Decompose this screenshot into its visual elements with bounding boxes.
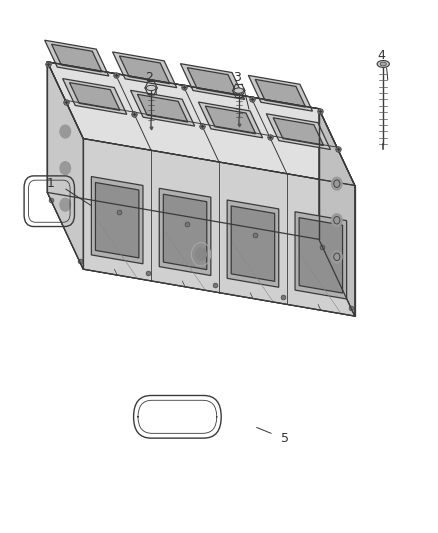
Polygon shape (319, 109, 355, 316)
Polygon shape (198, 102, 262, 138)
Ellipse shape (377, 60, 389, 68)
Polygon shape (266, 114, 330, 150)
Polygon shape (45, 40, 109, 76)
Text: 3: 3 (233, 71, 240, 84)
Text: 4: 4 (377, 50, 385, 62)
Polygon shape (83, 139, 355, 316)
Circle shape (332, 177, 342, 190)
Polygon shape (70, 83, 120, 110)
Ellipse shape (234, 88, 244, 93)
Polygon shape (63, 78, 127, 115)
Circle shape (60, 125, 71, 138)
Circle shape (332, 251, 342, 263)
Circle shape (332, 214, 342, 227)
Polygon shape (295, 212, 346, 299)
Polygon shape (47, 62, 83, 269)
Polygon shape (47, 62, 319, 239)
Text: 1: 1 (46, 177, 54, 190)
Polygon shape (138, 94, 188, 122)
Ellipse shape (380, 62, 386, 66)
Polygon shape (92, 176, 143, 264)
Polygon shape (255, 79, 306, 107)
Polygon shape (95, 182, 139, 258)
Text: 5: 5 (281, 432, 289, 445)
Ellipse shape (146, 85, 156, 91)
Polygon shape (47, 62, 355, 185)
Polygon shape (248, 75, 312, 111)
Polygon shape (52, 44, 102, 72)
Polygon shape (273, 118, 324, 146)
Polygon shape (131, 90, 194, 126)
Polygon shape (231, 206, 275, 281)
Polygon shape (163, 194, 207, 270)
Polygon shape (227, 200, 279, 287)
Polygon shape (299, 217, 343, 293)
Polygon shape (180, 63, 244, 100)
Polygon shape (120, 56, 170, 84)
Polygon shape (205, 106, 256, 134)
Polygon shape (187, 68, 238, 95)
Text: 2: 2 (145, 71, 153, 84)
Polygon shape (113, 52, 177, 88)
Polygon shape (159, 188, 211, 276)
Circle shape (60, 198, 71, 211)
Circle shape (60, 161, 71, 174)
Polygon shape (47, 192, 355, 316)
Circle shape (196, 248, 206, 261)
